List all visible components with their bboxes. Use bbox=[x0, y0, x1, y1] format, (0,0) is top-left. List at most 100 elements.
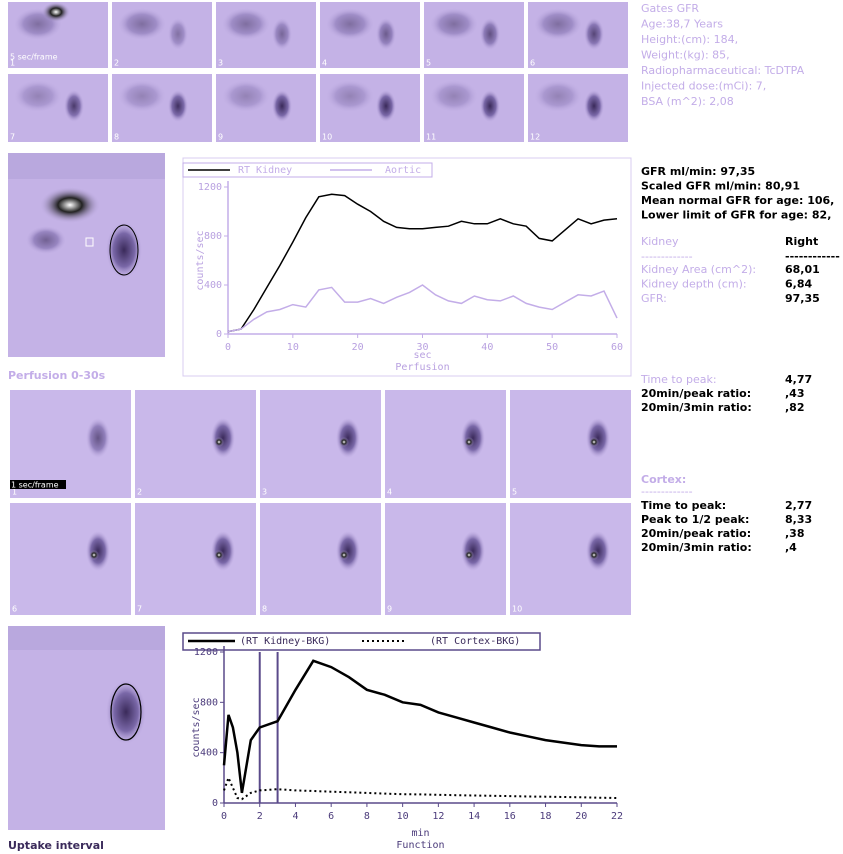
x-tick-label: 18 bbox=[540, 811, 552, 822]
frame-kidney bbox=[584, 18, 604, 50]
frame-kidney bbox=[272, 90, 292, 122]
legend-label: Aortic bbox=[385, 165, 421, 176]
x-tick-label: 0 bbox=[221, 811, 227, 822]
frame-tile bbox=[260, 503, 381, 615]
table-value: 68,01 bbox=[785, 263, 820, 276]
image-band bbox=[8, 626, 165, 650]
legend-label: (RT Kidney-BKG) bbox=[240, 636, 330, 647]
frame-tile bbox=[385, 503, 506, 615]
frame-number: 7 bbox=[10, 133, 15, 142]
frame-blob bbox=[326, 80, 374, 112]
x-tick-label: 16 bbox=[504, 811, 516, 822]
y-tick-label: 800 bbox=[204, 231, 222, 242]
x-tick-label: 12 bbox=[432, 811, 444, 822]
frame-tile bbox=[385, 390, 506, 498]
image-organ bbox=[26, 226, 66, 254]
frame-hotspot bbox=[339, 550, 349, 560]
frame-kidney bbox=[168, 90, 188, 122]
y-tick-label: 1200 bbox=[198, 182, 222, 193]
x-tick-label: 0 bbox=[225, 342, 231, 353]
table-label: Kidney depth (cm): bbox=[641, 278, 747, 291]
frame-number: 2 bbox=[114, 59, 119, 68]
chart-frame bbox=[183, 158, 631, 376]
section-label: Perfusion 0-30s bbox=[8, 369, 106, 382]
patient-info: Injected dose:(mCi): 7, bbox=[641, 80, 766, 93]
table-rule: ------------- bbox=[641, 485, 693, 498]
frame-number: 2 bbox=[137, 488, 142, 497]
patient-info: Gates GFR bbox=[641, 2, 699, 15]
table-value: 6,84 bbox=[785, 278, 812, 291]
stat-label: 20min/peak ratio: bbox=[641, 387, 751, 400]
table-label: Kidney Area (cm^2): bbox=[641, 263, 756, 276]
frame-kidney bbox=[461, 418, 485, 458]
frame-tile bbox=[135, 503, 256, 615]
frame-kidney bbox=[480, 90, 500, 122]
frame-hotspot bbox=[214, 550, 224, 560]
frame-blob bbox=[534, 8, 582, 40]
frame-blob bbox=[430, 80, 478, 112]
frame-tile bbox=[510, 503, 631, 615]
frame-hotspot bbox=[42, 2, 70, 22]
x-tick-label: 50 bbox=[546, 342, 558, 353]
patient-info: Weight:(kg): 85, bbox=[641, 49, 730, 62]
stat-label: Peak to 1/2 peak: bbox=[641, 513, 749, 526]
chart-title: Perfusion bbox=[395, 362, 449, 373]
y-axis-label: counts/sec bbox=[195, 230, 206, 290]
image-kidney bbox=[106, 222, 142, 278]
frame-tile bbox=[260, 390, 381, 498]
x-tick-label: 6 bbox=[328, 811, 334, 822]
frame-hotspot bbox=[464, 437, 474, 447]
frame-kidney bbox=[584, 90, 604, 122]
stat-label: 20min/peak ratio: bbox=[641, 527, 751, 540]
frame-number: 6 bbox=[530, 59, 535, 68]
frame-hotspot bbox=[339, 437, 349, 447]
gfr-line: Lower limit of GFR for age: 82, bbox=[641, 209, 831, 222]
frame-hotspot bbox=[464, 550, 474, 560]
frame-number: 3 bbox=[262, 488, 267, 497]
section-label: Uptake interval bbox=[8, 839, 104, 852]
table-header: Kidney bbox=[641, 235, 679, 248]
frame-number: 9 bbox=[387, 605, 392, 614]
x-axis-label: sec bbox=[413, 350, 431, 361]
frame-number: 8 bbox=[114, 133, 119, 142]
frame-number: 8 bbox=[262, 605, 267, 614]
x-axis-label: min bbox=[411, 828, 429, 839]
frame-blob bbox=[326, 8, 374, 40]
frame-number: 10 bbox=[512, 605, 522, 614]
frame-hotspot bbox=[589, 437, 599, 447]
stat-label: 20min/3min ratio: bbox=[641, 541, 752, 554]
patient-info: Height:(cm): 184, bbox=[641, 33, 738, 46]
frame-kidney bbox=[211, 418, 235, 458]
x-tick-label: 10 bbox=[287, 342, 299, 353]
frame-hotspot bbox=[589, 550, 599, 560]
frame-kidney bbox=[586, 418, 610, 458]
frame-blob bbox=[118, 8, 166, 40]
gfr-line: Scaled GFR ml/min: 80,91 bbox=[641, 180, 800, 193]
y-axis-label: counts/sec bbox=[191, 697, 202, 757]
frame-blob bbox=[222, 80, 270, 112]
frame-kidney bbox=[336, 418, 360, 458]
stat-value: 2,77 bbox=[785, 499, 812, 512]
frame-number: 4 bbox=[322, 59, 327, 68]
frame-kidney bbox=[86, 418, 110, 458]
frame-tile bbox=[10, 503, 131, 615]
patient-info: Age:38,7 Years bbox=[641, 18, 723, 31]
frame-hotspot bbox=[214, 437, 224, 447]
series-line bbox=[224, 661, 617, 793]
legend-label: (RT Cortex-BKG) bbox=[430, 636, 520, 647]
frame-note: 5 sec/frame bbox=[10, 53, 58, 62]
frame-number: 4 bbox=[387, 488, 392, 497]
x-tick-label: 20 bbox=[575, 811, 587, 822]
table-header: Right bbox=[785, 235, 818, 248]
x-tick-label: 22 bbox=[611, 811, 623, 822]
frame-kidney bbox=[480, 18, 500, 50]
stat-value: ,43 bbox=[785, 387, 805, 400]
stat-value: 8,33 bbox=[785, 513, 812, 526]
frame-number: 11 bbox=[426, 133, 436, 142]
legend-label: RT Kidney bbox=[238, 165, 292, 176]
frame-number: 5 bbox=[512, 488, 517, 497]
table-label: GFR: bbox=[641, 292, 667, 305]
table-value: 97,35 bbox=[785, 292, 820, 305]
frame-note: 1 sec/frame bbox=[11, 481, 59, 490]
stat-value: 4,77 bbox=[785, 373, 812, 386]
